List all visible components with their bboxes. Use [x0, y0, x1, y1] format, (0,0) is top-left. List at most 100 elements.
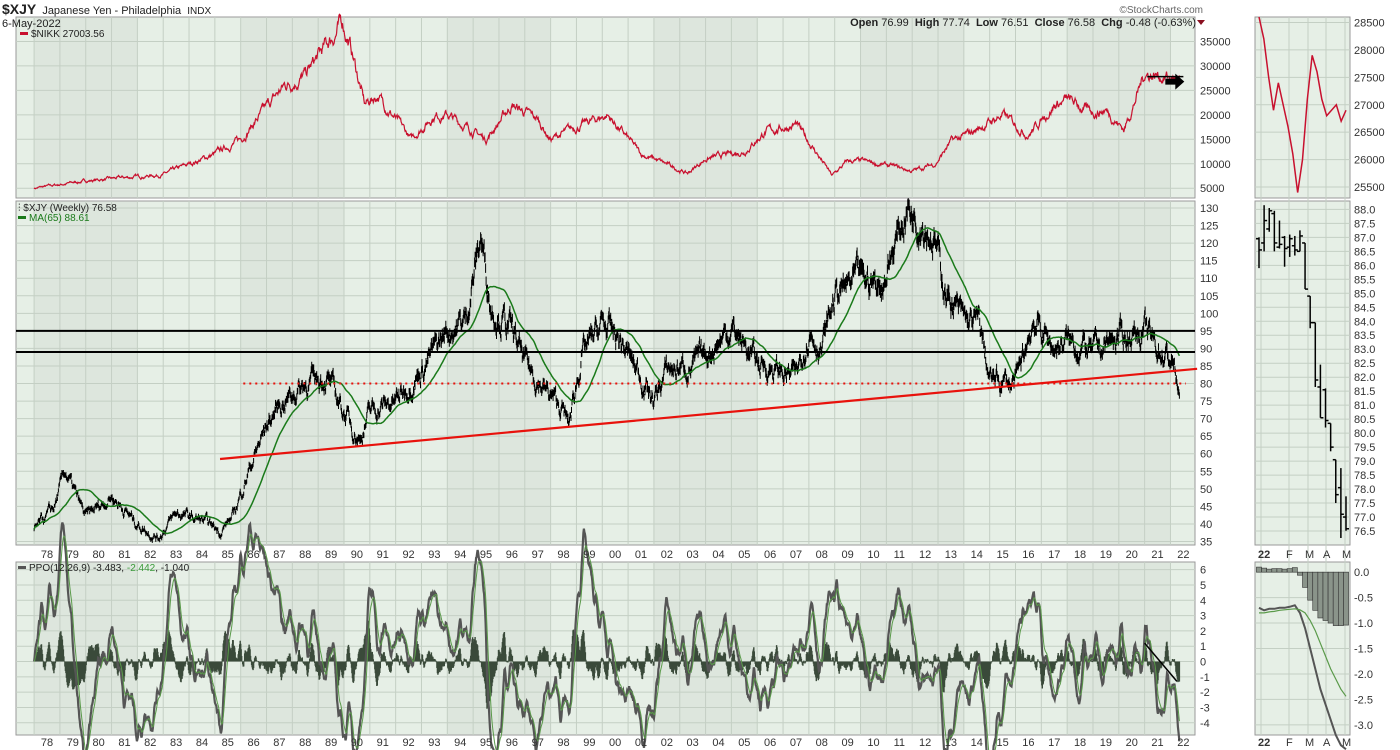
ppo-x-tick-label: 99 [583, 737, 595, 749]
ma-legend: MA(65) 88.61 [29, 213, 90, 224]
mini-ppo-histogram-bar [1302, 571, 1308, 588]
x-tick-label: 89 [325, 549, 337, 561]
mini-y-tick-label: -3.0 [1354, 720, 1373, 732]
x-tick-label: 95 [480, 549, 492, 561]
y-tick-label: 5 [1200, 580, 1206, 592]
nikkei-legend-swatch [20, 32, 28, 35]
x-tick-label: 99 [583, 549, 595, 561]
mini-xjy-ohlc-bar [1337, 468, 1344, 539]
x-tick-label: 81 [118, 549, 130, 561]
x-tick-label: 13 [945, 549, 957, 561]
mini-y-tick-label: -1.0 [1354, 618, 1373, 630]
mini-y-tick-label: 81.5 [1354, 386, 1375, 398]
y-tick-label: 105 [1200, 291, 1218, 303]
mini-ppo-histogram-bar [1312, 571, 1319, 611]
mini-ppo-histogram-bar [1286, 568, 1293, 573]
mini-y-tick-label: 84.0 [1354, 316, 1375, 328]
y-tick-label: 85 [1200, 361, 1212, 373]
ppo-x-tick-label: 87 [273, 737, 285, 749]
y-tick-label: 70 [1200, 414, 1212, 426]
x-tick-label: 04 [712, 549, 724, 561]
mini-y-tick-label: 28000 [1354, 45, 1385, 57]
mini-y-tick-label: -1.5 [1354, 644, 1373, 656]
x-tick-label: 98 [557, 549, 569, 561]
mini-y-tick-label: 26000 [1354, 155, 1385, 167]
ppo-x-tick-label: 03 [687, 737, 699, 749]
mini-nikkei-line [1258, 16, 1347, 193]
mini-ppo-histogram-bar [1317, 571, 1324, 619]
mini-x-tick-label: M [1342, 549, 1351, 561]
x-tick-label: 16 [1022, 549, 1034, 561]
mini-ppo-histogram-bar [1297, 571, 1303, 576]
price-legend: ⫶ $XJY (Weekly) 76.58 [18, 203, 117, 214]
mini-x-tick-label: M [1305, 549, 1314, 561]
ppo-x-tick-label: 88 [299, 737, 311, 749]
y-tick-label: 5000 [1200, 183, 1224, 195]
x-tick-label: 18 [1074, 549, 1086, 561]
x-tick-label: 09 [842, 549, 854, 561]
y-tick-label: 60 [1200, 449, 1212, 461]
x-tick-label: 85 [222, 549, 234, 561]
mini-ppo-histogram-bar [1256, 566, 1262, 573]
mini-y-tick-label: 28500 [1354, 17, 1385, 29]
mini-xjy-ohlc-bar [1296, 230, 1303, 253]
x-tick-label: 87 [273, 549, 285, 561]
mini-ppo-histogram-bar [1343, 571, 1349, 626]
x-tick-label: 20 [1126, 549, 1138, 561]
mini-ppo-histogram-bar [1281, 568, 1288, 573]
ppo-x-tick-label: 83 [170, 737, 182, 749]
y-tick-label: 45 [1200, 501, 1212, 513]
mini-xjy-ohlc-bar [1261, 205, 1268, 252]
y-tick-label: 10000 [1200, 159, 1231, 171]
x-tick-label: 01 [635, 549, 647, 561]
ppo-x-tick-label: 85 [222, 737, 234, 749]
mini-y-tick-label: 85.5 [1354, 274, 1375, 286]
y-tick-label: 75 [1200, 396, 1212, 408]
ppo-x-tick-label: 95 [480, 737, 492, 749]
ppo-x-tick-label: 11 [894, 737, 905, 749]
tick-labels: 78 78 79 79 80 80 81 81 82 82 83 83 84 84 85 85 86 86 87 87… [41, 17, 1385, 749]
ppo-x-tick-label: 22 [1177, 737, 1189, 749]
mini-y-tick-label: 25500 [1354, 182, 1385, 194]
chart-title: $XJY Japanese Yen - Philadelphia INDX [2, 1, 211, 17]
y-tick-label: 20000 [1200, 110, 1231, 122]
ppo-x-tick-label: 07 [790, 737, 802, 749]
ppo-x-tick-label: 82 [144, 737, 156, 749]
mini-y-tick-label: 81.0 [1354, 400, 1375, 412]
y-tick-label: 90 [1200, 343, 1212, 355]
panel-bg-0 [15, 16, 1196, 199]
y-tick-label: 15000 [1200, 134, 1231, 146]
y-tick-label: -3 [1200, 702, 1210, 714]
ppo-x-tick-label: 79 [67, 737, 79, 749]
y-tick-label: 3 [1200, 611, 1206, 623]
mini-xjy-ohlc-bar [1276, 220, 1283, 249]
mini-xjy-ohlc-bar [1312, 321, 1319, 387]
x-tick-label: 78 [41, 549, 53, 561]
y-tick-label: 100 [1200, 308, 1218, 320]
mini-xjy-ohlc-bar [1322, 388, 1329, 428]
ppo-x-tick-label: 18 [1074, 737, 1086, 749]
ppo-x-tick-label: 98 [557, 737, 569, 749]
mini-ppo-histogram-bar [1327, 571, 1334, 624]
mini-ppo-x-tick-label: M [1342, 737, 1351, 749]
mini-ppo-histogram-bar [1261, 567, 1267, 573]
down-arrow-icon [1197, 20, 1205, 25]
ppo-x-tick-label: 21 [1151, 737, 1163, 749]
ppo-x-tick-label: 08 [816, 737, 828, 749]
y-tick-label: 50 [1200, 484, 1212, 496]
mini-ppo-x-tick-label: 22 [1258, 737, 1270, 749]
y-tick-label: 65 [1200, 431, 1212, 443]
ppo-x-tick-label: 84 [196, 737, 208, 749]
ppo-x-tick-label: 89 [325, 737, 337, 749]
mini-y-tick-label: 86.0 [1354, 260, 1375, 272]
x-tick-label: 91 [377, 549, 389, 561]
ppo-x-tick-label: 81 [118, 737, 130, 749]
ppo-x-tick-label: 96 [506, 737, 518, 749]
mini-xjy-ohlc-bar [1271, 210, 1278, 252]
mini-panel-bg-0 [1254, 16, 1351, 199]
xjy-price-bars [33, 198, 1180, 543]
ppo-x-tick-label: 04 [712, 737, 724, 749]
y-tick-label: 130 [1200, 203, 1218, 215]
mini-x-tick-label: 22 [1258, 549, 1270, 561]
mini-y-tick-label: 82.5 [1354, 358, 1375, 370]
